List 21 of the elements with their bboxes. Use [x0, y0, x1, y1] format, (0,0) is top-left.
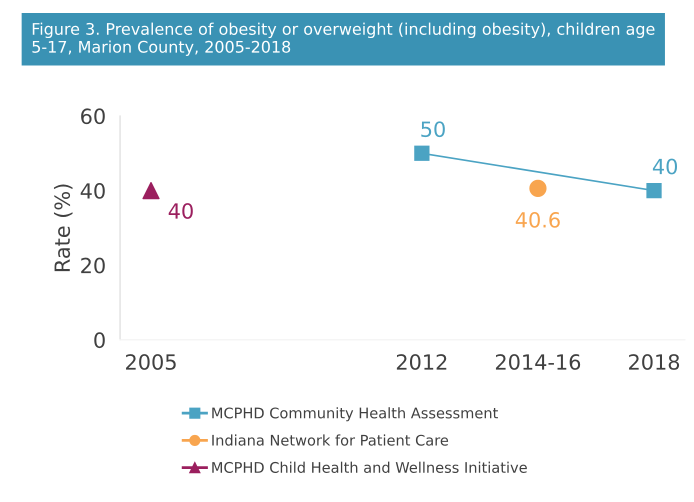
- x-tick-label: 2005: [126, 354, 176, 370]
- y-tick-label: 40: [80, 183, 105, 199]
- y-tick-label: 20: [81, 258, 105, 274]
- point: [414, 146, 430, 161]
- chart-title: Figure 3. Prevalence of obesity or overweight (including obesity), children age 5-17, Marion County, 2005-2018: [32, 22, 655, 56]
- legend-label: Indiana Network for Patient Care: [212, 434, 448, 446]
- legend-label: MCPHD Child Health and Wellness Initiative: [212, 462, 527, 473]
- x-tick-label: 2014-16: [496, 354, 580, 370]
- point: [646, 182, 662, 198]
- x-tick-label: 2018: [629, 354, 680, 370]
- x-tick-label: 2012: [396, 354, 446, 370]
- y-axis-title: Rate (%): [54, 184, 73, 272]
- data-label: 40.6: [516, 212, 560, 228]
- point: [529, 180, 547, 197]
- point: [142, 182, 160, 200]
- legend-label: MCPHD Community Health Assessment: [212, 407, 498, 422]
- y-tick-label: 0: [94, 332, 105, 348]
- data-label: 50: [421, 121, 445, 138]
- data-label: 40: [168, 203, 193, 219]
- data-label: 40: [652, 158, 678, 174]
- y-tick-label: 60: [81, 108, 105, 124]
